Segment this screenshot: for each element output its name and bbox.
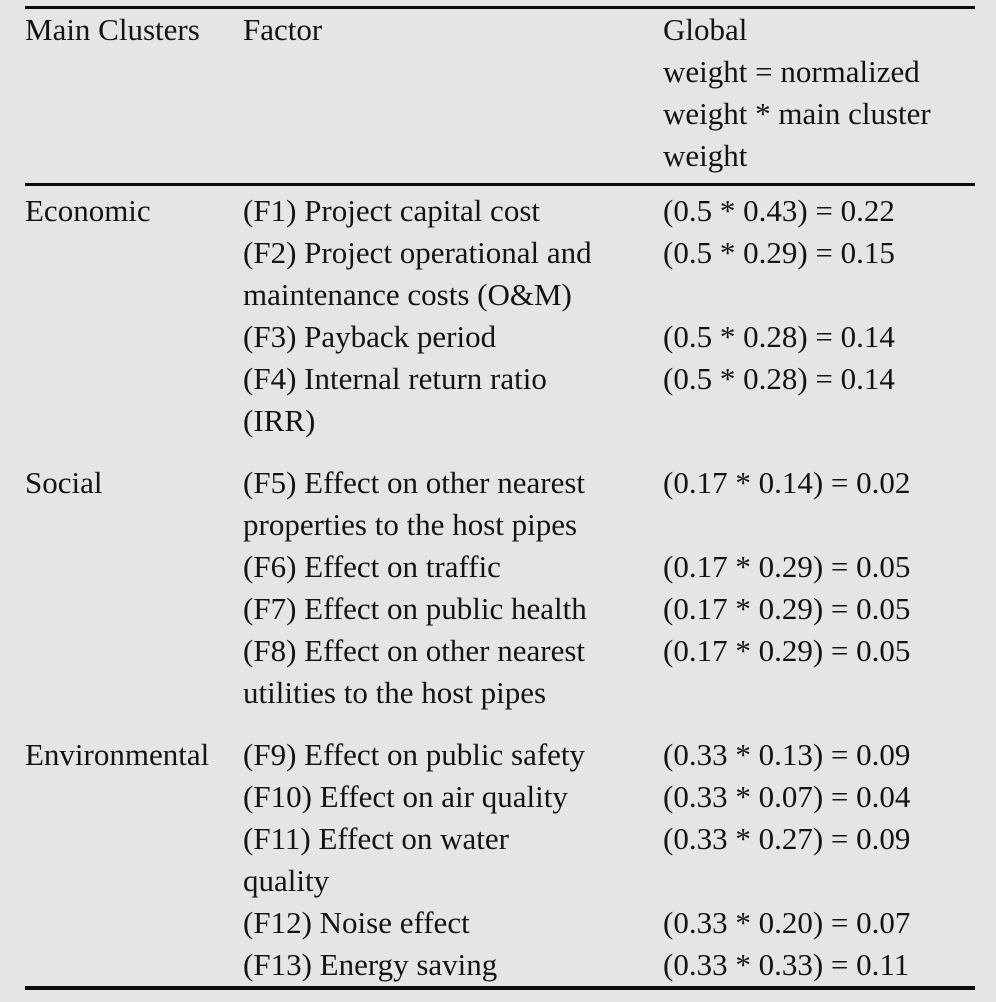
table-bottom-rule	[25, 986, 975, 990]
factor-rows: (F1) Project capital cost (0.5 * 0.43) =…	[243, 190, 975, 442]
table-row: (F7) Effect on public health (0.17 * 0.2…	[243, 588, 975, 630]
table-row: (F1) Project capital cost (0.5 * 0.43) =…	[243, 190, 975, 232]
header-main-clusters: Main Clusters	[25, 12, 200, 47]
table-row: (F2) Project operational and maintenance…	[243, 232, 975, 316]
table-row: (F8) Effect on other nearest utilities t…	[243, 630, 975, 714]
factor-label: (F10) Effect on air quality	[243, 779, 568, 814]
cluster-name: Economic	[25, 193, 151, 228]
factor-label: (F4) Internal return ratio (IRR)	[243, 361, 547, 438]
table-row: (F10) Effect on air quality (0.33 * 0.07…	[243, 776, 975, 818]
global-weight-value: (0.5 * 0.43) = 0.22	[663, 193, 895, 228]
table-body: Economic (F1) Project capital cost (0.5 …	[0, 186, 996, 986]
global-weight-value: (0.33 * 0.20) = 0.07	[663, 905, 911, 940]
factor-label: (F3) Payback period	[243, 319, 497, 354]
global-weight-value: (0.17 * 0.14) = 0.02	[663, 465, 911, 500]
global-weight-value: (0.33 * 0.07) = 0.04	[663, 779, 911, 814]
global-weight-value: (0.5 * 0.28) = 0.14	[663, 319, 895, 354]
table-top-rule	[25, 6, 975, 9]
table-header-row: Main Clusters Factor Global weight = nor…	[0, 9, 996, 177]
factor-label: (F6) Effect on traffic	[243, 549, 501, 584]
header-factor: Factor	[243, 12, 323, 47]
factor-label: (F13) Energy saving	[243, 947, 498, 982]
table-row: (F3) Payback period (0.5 * 0.28) = 0.14	[243, 316, 975, 358]
factor-label: (F2) Project operational and maintenance…	[243, 235, 592, 312]
global-weight-value: (0.33 * 0.13) = 0.09	[663, 737, 911, 772]
global-weight-value: (0.17 * 0.29) = 0.05	[663, 633, 911, 668]
factor-label: (F7) Effect on public health	[243, 591, 587, 626]
global-weight-value: (0.33 * 0.33) = 0.11	[663, 947, 910, 982]
factor-label: (F9) Effect on public safety	[243, 737, 586, 772]
table-row: (F9) Effect on public safety (0.33 * 0.1…	[243, 734, 975, 776]
table-row: (F5) Effect on other nearest properties …	[243, 462, 975, 546]
cluster-group-social: Social (F5) Effect on other nearest prop…	[0, 462, 996, 714]
table-row: (F4) Internal return ratio (IRR) (0.5 * …	[243, 358, 975, 442]
global-weight-value: (0.5 * 0.29) = 0.15	[663, 235, 895, 270]
factor-rows: (F5) Effect on other nearest properties …	[243, 462, 975, 714]
cluster-name: Environmental	[25, 737, 210, 772]
cluster-group-environmental: Environmental (F9) Effect on public safe…	[0, 734, 996, 986]
global-weight-value: (0.5 * 0.28) = 0.14	[663, 361, 895, 396]
factor-label: (F1) Project capital cost	[243, 193, 540, 228]
factor-rows: (F9) Effect on public safety (0.33 * 0.1…	[243, 734, 975, 986]
global-weight-value: (0.17 * 0.29) = 0.05	[663, 549, 911, 584]
table-row: (F6) Effect on traffic (0.17 * 0.29) = 0…	[243, 546, 975, 588]
factor-label: (F11) Effect on water quality	[243, 821, 509, 898]
global-weight-value: (0.33 * 0.27) = 0.09	[663, 821, 911, 856]
factor-label: (F5) Effect on other nearest properties …	[243, 465, 586, 542]
global-weight-value: (0.17 * 0.29) = 0.05	[663, 591, 911, 626]
factor-label: (F8) Effect on other nearest utilities t…	[243, 633, 586, 710]
table-header-rule	[25, 183, 975, 186]
cluster-group-economic: Economic (F1) Project capital cost (0.5 …	[0, 190, 996, 442]
table-row: (F12) Noise effect (0.33 * 0.20) = 0.07	[243, 902, 975, 944]
header-global-weight: Global weight = normalized weight * main…	[663, 12, 931, 173]
table-row: (F13) Energy saving (0.33 * 0.33) = 0.11	[243, 944, 975, 986]
factor-label: (F12) Noise effect	[243, 905, 470, 940]
cluster-name: Social	[25, 465, 103, 500]
table-row: (F11) Effect on water quality (0.33 * 0.…	[243, 818, 975, 902]
